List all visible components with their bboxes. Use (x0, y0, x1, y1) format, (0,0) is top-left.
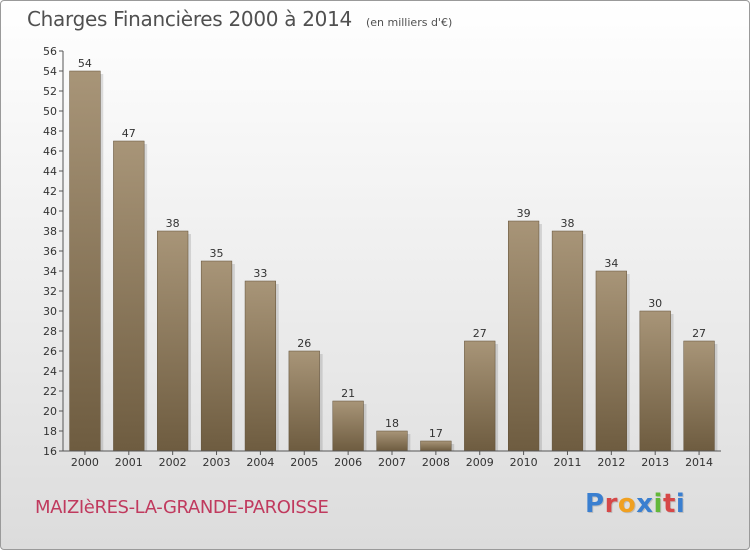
bar-2003 (200, 260, 233, 452)
brand-letter: P (585, 489, 605, 519)
x-tick-label-2009: 2009 (466, 456, 494, 469)
chart-title-text: Charges Financières 2000 à 2014 (27, 7, 352, 31)
bar-2002 (157, 230, 189, 452)
y-tick-label: 28 (43, 325, 57, 338)
y-tick-label: 16 (43, 445, 57, 458)
bar-2004 (244, 280, 277, 452)
data-label-2002: 38 (166, 217, 180, 230)
data-label-2001: 47 (122, 127, 136, 140)
chart-title: Charges Financières 2000 à 2014 (en milli… (27, 7, 452, 31)
x-tick-label-2012: 2012 (597, 456, 625, 469)
y-tick-label: 48 (43, 125, 57, 138)
y-tick-label: 36 (43, 245, 57, 258)
data-label-2014: 27 (692, 327, 706, 340)
x-tick-label-2011: 2011 (553, 456, 581, 469)
bar-2001 (113, 140, 145, 452)
x-tick-label-2003: 2003 (203, 456, 231, 469)
data-label-2000: 54 (78, 57, 92, 70)
x-tick-label-2005: 2005 (290, 456, 318, 469)
y-axis: 16 18 20 22 24 26 28 30 32 34 36 38 40 42 44 46 48 50 52 54… (43, 45, 64, 458)
y-tick-label: 52 (43, 85, 57, 98)
bar-2000 (69, 70, 101, 452)
bar-2006 (332, 400, 364, 452)
x-tick-label-2014: 2014 (685, 456, 713, 469)
y-tick-label: 32 (43, 285, 57, 298)
data-label-2011: 38 (560, 217, 574, 230)
data-label-2013: 30 (648, 297, 662, 310)
x-tick-label-2000: 2000 (71, 456, 99, 469)
brand-letter: t (662, 489, 676, 519)
y-tick-label: 54 (43, 65, 57, 78)
brand-letter: i (675, 489, 686, 519)
commune-name: MAIZIèRES-LA-GRANDE-PAROISSE (35, 497, 329, 518)
bar-2012 (595, 270, 627, 452)
x-tick-label-2006: 2006 (334, 456, 362, 469)
x-tick-label-2001: 2001 (115, 456, 143, 469)
x-tick-label-2008: 2008 (422, 456, 450, 469)
bar-2008 (420, 440, 452, 452)
bar-2005 (288, 350, 320, 452)
y-tick-label: 22 (43, 385, 57, 398)
data-label-2012: 34 (604, 257, 618, 270)
data-label-2007: 18 (385, 417, 399, 430)
x-tick-label-2002: 2002 (159, 456, 187, 469)
x-axis: 2000 2001 2002 2003 2004 2005 2006 2007 2008 2009… (63, 450, 721, 469)
data-label-2003: 35 (210, 247, 224, 260)
x-tick-label-2007: 2007 (378, 456, 406, 469)
y-tick-label: 40 (43, 205, 57, 218)
brand-letter: x (636, 489, 654, 519)
y-tick-label: 46 (43, 145, 57, 158)
data-label-2005: 26 (297, 337, 311, 350)
y-tick-label: 20 (43, 405, 57, 418)
chart-unit-note: (en milliers d'€) (365, 16, 453, 29)
bar-2013 (639, 310, 671, 452)
y-tick-label: 56 (43, 45, 57, 58)
brand-letter: r (604, 489, 618, 519)
y-tick-label: 18 (43, 425, 57, 438)
y-tick-label: 26 (43, 345, 57, 358)
y-tick-label: 50 (43, 105, 57, 118)
data-label-2006: 21 (341, 387, 355, 400)
data-label-2009: 27 (473, 327, 487, 340)
x-tick-label-2013: 2013 (641, 456, 669, 469)
bar-2010 (507, 220, 540, 452)
y-tick-label: 34 (43, 265, 57, 278)
bars: 54 47 38 35 33 26 21 18 17 27 39 38 34 30 27 (69, 57, 718, 452)
bar-2014 (683, 340, 715, 452)
bar-2007 (376, 430, 408, 452)
y-tick-label: 24 (43, 365, 57, 378)
bar-2009 (464, 340, 496, 452)
bar-2011 (551, 230, 584, 452)
brand-logo: Proxiti (585, 489, 685, 519)
x-tick-label-2004: 2004 (246, 456, 274, 469)
y-tick-label: 38 (43, 225, 57, 238)
y-tick-label: 44 (43, 165, 57, 178)
x-tick-label-2010: 2010 (510, 456, 538, 469)
data-label-2010: 39 (517, 207, 531, 220)
brand-letter: i (653, 489, 663, 519)
y-tick-label: 30 (43, 305, 57, 318)
y-tick-label: 42 (43, 185, 57, 198)
data-label-2008: 17 (429, 427, 443, 440)
data-label-2004: 33 (253, 267, 267, 280)
brand-letter: o (617, 489, 637, 519)
